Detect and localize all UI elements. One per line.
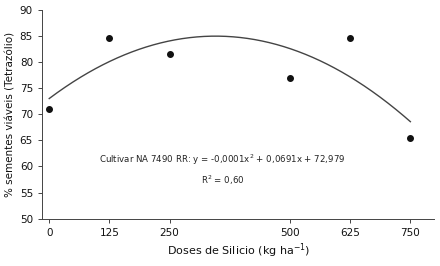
Point bbox=[347, 36, 354, 40]
Y-axis label: % sementes viáveis (Tetrazólio): % sementes viáveis (Tetrazólio) bbox=[6, 32, 15, 197]
Point bbox=[106, 36, 113, 40]
Text: Cultivar NA 7490 RR: y = -0,0001x$^{2}$ + 0,0691x + 72,979: Cultivar NA 7490 RR: y = -0,0001x$^{2}$ … bbox=[99, 152, 346, 167]
Point bbox=[46, 107, 53, 111]
Point bbox=[286, 75, 293, 80]
Point bbox=[407, 135, 414, 140]
X-axis label: Doses de Silicio (kg ha$^{-1}$): Doses de Silicio (kg ha$^{-1}$) bbox=[167, 242, 310, 260]
Point bbox=[166, 52, 173, 56]
Text: R$^{2}$ = 0,60: R$^{2}$ = 0,60 bbox=[201, 174, 244, 187]
